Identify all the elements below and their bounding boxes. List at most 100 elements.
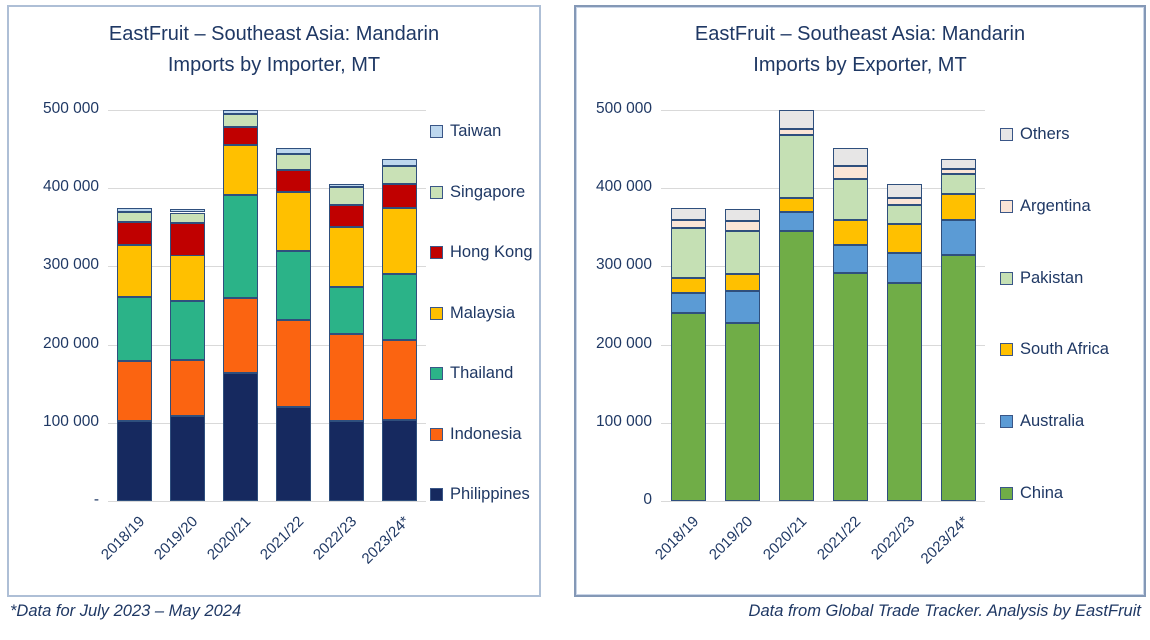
- legend-swatch-icon: [1000, 343, 1013, 357]
- y-axis-tick-label: 300 000: [595, 256, 652, 274]
- legend-item-indonesia: Indonesia: [430, 425, 533, 444]
- bar-segment-argentina: [670, 220, 706, 229]
- legend-label: Pakistan: [1020, 268, 1084, 287]
- bar-segment-malaysia: [276, 192, 311, 251]
- bar-segment-pakistan: [832, 178, 868, 221]
- bar-segment-thailand: [223, 194, 258, 298]
- bar-segment-thailand: [276, 250, 311, 320]
- y-axis-tick-label: 500 000: [595, 100, 652, 117]
- legend-item-philippines: Philippines: [430, 485, 533, 504]
- y-axis-tick-label: 500 000: [42, 100, 99, 117]
- x-axis-category-label: 2020/21: [204, 513, 255, 564]
- bar-segment-others: [670, 207, 706, 221]
- legend-label: South Africa: [1020, 340, 1109, 359]
- bar-segment-taiwan: [329, 183, 364, 188]
- legend-label: Malaysia: [450, 303, 516, 322]
- x-axis-category-label: 2021/22: [257, 513, 308, 564]
- x-axis-category-label: 2022/23: [310, 513, 361, 564]
- bar-segment-singapore: [382, 166, 417, 185]
- bar-segment-argentina: [832, 165, 868, 179]
- legend-label: Philippines: [450, 485, 530, 503]
- legend-swatch-icon: [430, 306, 443, 320]
- legend-item-argentina: Argentina: [1000, 197, 1109, 216]
- bar-segment-taiwan: [170, 208, 205, 213]
- bar-segment-south-africa: [832, 220, 868, 246]
- bar-segment-thailand: [329, 286, 364, 334]
- legend-label: Indonesia: [450, 424, 522, 443]
- bar-segment-australia: [670, 293, 706, 314]
- bar-segment-singapore: [223, 113, 258, 128]
- bar-segment-malaysia: [117, 245, 152, 297]
- legend-item-others: Others: [1000, 125, 1109, 144]
- legend-swatch-icon: [1000, 199, 1013, 213]
- bar-segment-philippines: [382, 419, 417, 501]
- legend-item-south-africa: South Africa: [1000, 340, 1109, 359]
- chart-title-line2: Imports by Exporter, MT: [753, 54, 967, 76]
- bar-segment-singapore: [276, 153, 311, 171]
- bar-segment-philippines: [117, 421, 152, 501]
- legend-swatch-icon: [430, 367, 443, 380]
- gridline: [661, 188, 985, 190]
- bar-segment-china: [670, 313, 706, 501]
- legend: Others Argentina Pakistan South Africa Austr…: [1000, 125, 1109, 503]
- bar-segment-south-africa: [886, 224, 922, 254]
- bar-segment-pakistan: [670, 228, 706, 279]
- legend-label: Taiwan: [450, 122, 502, 140]
- legend-swatch-icon: [1000, 415, 1013, 429]
- bar-segment-china: [724, 322, 760, 501]
- x-axis-category-label: 2022/23: [867, 513, 919, 564]
- bar-segment-thailand: [170, 300, 205, 361]
- gridline: [108, 266, 426, 268]
- x-axis-category-label: 2018/19: [98, 513, 149, 564]
- chart-title-line1: EastFruit – Southeast Asia: Mandarin: [694, 23, 1026, 45]
- y-axis-tick-label: 300 000: [42, 256, 99, 274]
- gridline: [661, 501, 985, 502]
- bar-segment-pakistan: [940, 174, 976, 194]
- bar-segment-china: [832, 273, 868, 501]
- legend-swatch-icon: [430, 246, 443, 259]
- chart-title-line2: Imports by Importer, MT: [167, 54, 381, 76]
- legend-label: Singapore: [450, 182, 526, 201]
- bar-segment-china: [886, 282, 922, 501]
- bar-segment-taiwan: [223, 110, 258, 114]
- x-axis-category-label: 2019/20: [151, 513, 202, 564]
- bar-segment-australia: [778, 211, 814, 232]
- bar-segment-australia: [832, 245, 868, 274]
- gridline: [108, 188, 426, 190]
- legend-item-malaysia: Malaysia: [430, 304, 533, 323]
- x-axis-category-label: 2020/21: [759, 513, 811, 564]
- y-axis-tick-label: 100 000: [42, 412, 99, 430]
- bar-segment-philippines: [223, 372, 258, 501]
- legend-swatch-icon: [430, 427, 443, 441]
- bar-segment-argentina: [940, 169, 976, 175]
- bar-segment-pakistan: [724, 231, 760, 275]
- x-axis-category-label: 2021/22: [813, 513, 865, 564]
- y-axis-tick-label: 200 000: [595, 334, 652, 352]
- y-axis-tick-label: 100 000: [595, 412, 652, 430]
- bar-segment-australia: [724, 291, 760, 323]
- gridline: [661, 422, 985, 424]
- bar-segment-malaysia: [170, 255, 205, 301]
- y-axis-tick-label: -: [93, 491, 99, 508]
- legend-label: Thailand: [450, 364, 514, 382]
- bar-segment-south-africa: [724, 274, 760, 292]
- footer-row: *Data for July 2023 – May 2024 Data from…: [10, 602, 1141, 621]
- legend-item-pakistan: Pakistan: [1000, 269, 1109, 288]
- bar-segment-hong-kong: [170, 223, 205, 256]
- bar-segment-malaysia: [329, 227, 364, 287]
- legend-swatch-icon: [430, 125, 443, 138]
- bar-segment-malaysia: [382, 207, 417, 275]
- bar-segment-taiwan: [117, 207, 152, 212]
- bar-segment-philippines: [329, 421, 364, 501]
- bar-segment-singapore: [170, 212, 205, 224]
- legend-label: Argentina: [1020, 196, 1091, 215]
- legend: Taiwan Singapore Hong Kong Malaysia Thailand…: [430, 122, 533, 504]
- bar-segment-singapore: [117, 211, 152, 222]
- bar-segment-philippines: [170, 415, 205, 501]
- bar-segment-argentina: [778, 128, 814, 135]
- bar-segment-south-africa: [778, 198, 814, 212]
- bar-segment-hong-kong: [382, 184, 417, 208]
- bar-segment-south-africa: [940, 193, 976, 220]
- bar-segment-indonesia: [276, 319, 311, 408]
- legend-label: China: [1020, 483, 1064, 502]
